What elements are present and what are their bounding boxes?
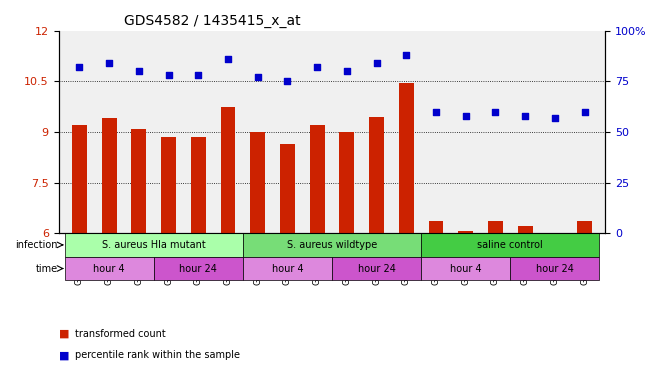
Point [223,56,233,62]
Point [549,115,560,121]
Bar [428,221,443,233]
Text: hour 24: hour 24 [536,263,574,273]
Text: infection: infection [16,240,58,250]
Text: transformed count: transformed count [75,329,165,339]
Point [312,64,322,70]
Point [371,60,381,66]
Bar [221,107,236,233]
Text: ■: ■ [59,350,69,360]
Text: hour 24: hour 24 [357,263,396,273]
FancyBboxPatch shape [421,233,600,257]
Bar [339,132,354,233]
Text: S. aureus wildtype: S. aureus wildtype [287,240,377,250]
Point [401,52,411,58]
Bar [102,118,117,233]
Bar [280,144,295,233]
Point [431,109,441,115]
Point [283,78,293,84]
Bar [399,83,414,233]
Text: time: time [36,263,58,273]
Bar [72,125,87,233]
Text: hour 4: hour 4 [271,263,303,273]
FancyBboxPatch shape [243,233,421,257]
Text: percentile rank within the sample: percentile rank within the sample [75,350,240,360]
Bar [161,137,176,233]
Text: hour 4: hour 4 [450,263,482,273]
Text: hour 24: hour 24 [179,263,217,273]
Bar [132,129,146,233]
Bar [250,132,265,233]
Bar [518,226,533,233]
Text: hour 4: hour 4 [93,263,125,273]
FancyBboxPatch shape [421,257,510,280]
Point [490,109,501,115]
Point [74,64,85,70]
Bar [191,137,206,233]
Point [342,68,352,74]
Point [163,72,174,78]
FancyBboxPatch shape [332,257,421,280]
Text: ■: ■ [59,329,69,339]
FancyBboxPatch shape [64,257,154,280]
Text: saline control: saline control [477,240,543,250]
Bar [577,221,592,233]
Point [579,109,590,115]
FancyBboxPatch shape [64,233,243,257]
Point [193,72,204,78]
FancyBboxPatch shape [154,257,243,280]
Bar [488,221,503,233]
Point [520,113,531,119]
Text: GDS4582 / 1435415_x_at: GDS4582 / 1435415_x_at [124,14,301,28]
Bar [369,117,384,233]
Point [460,113,471,119]
Point [253,74,263,80]
Point [104,60,115,66]
FancyBboxPatch shape [243,257,332,280]
Bar [458,232,473,233]
Point [133,68,144,74]
Bar [310,125,325,233]
FancyBboxPatch shape [510,257,600,280]
Text: S. aureus Hla mutant: S. aureus Hla mutant [102,240,206,250]
